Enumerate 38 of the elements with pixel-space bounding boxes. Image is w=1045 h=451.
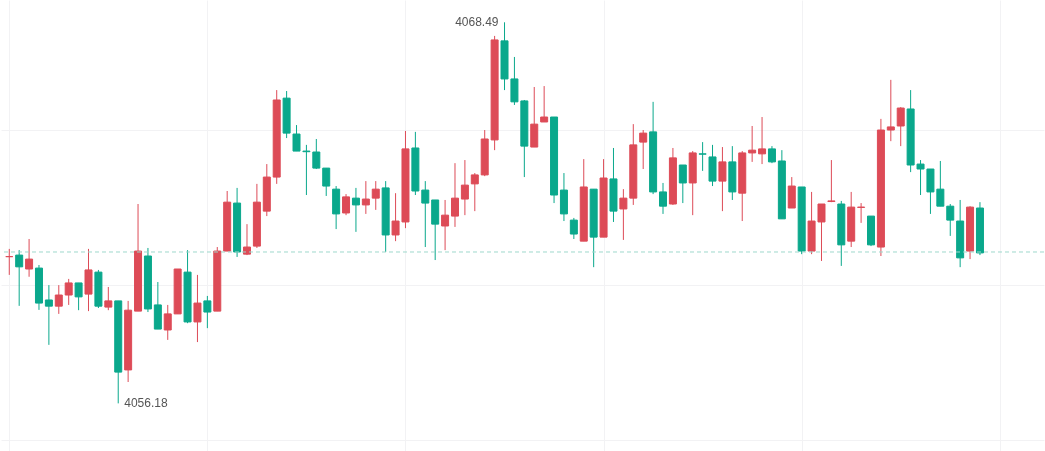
candlestick <box>15 249 24 307</box>
candlestick <box>163 304 172 341</box>
candlestick <box>342 193 351 216</box>
candlestick <box>203 295 212 329</box>
candlestick <box>193 274 202 343</box>
candlestick <box>44 284 53 346</box>
candlestick <box>827 159 836 203</box>
candlestick <box>64 278 73 306</box>
candlestick <box>441 199 450 251</box>
candlestick <box>659 182 667 215</box>
candlestick <box>470 172 479 212</box>
candlestick <box>540 85 549 123</box>
candlestick <box>460 159 469 216</box>
candlestick <box>787 176 796 209</box>
candlestick <box>758 116 767 165</box>
candlestick <box>569 217 578 240</box>
candlestick <box>896 106 905 147</box>
candlestick <box>886 79 895 142</box>
candlestick <box>639 129 648 170</box>
candlestick <box>371 180 380 211</box>
candlestick <box>857 202 866 224</box>
candlestick <box>25 238 34 278</box>
candlestick <box>451 162 459 228</box>
candlestick <box>530 86 539 148</box>
annotation: 4068.49 <box>455 15 499 30</box>
candlestick <box>946 203 955 237</box>
annotation: 4056.18 <box>124 396 168 411</box>
candlestick <box>54 284 63 315</box>
candlestick <box>718 146 727 212</box>
candlestick <box>698 141 707 172</box>
candlestick <box>678 164 687 204</box>
candlestick <box>104 286 113 311</box>
candlestick <box>361 180 370 215</box>
candlestick <box>748 125 757 163</box>
candlestick <box>559 172 568 222</box>
candlestick <box>322 167 331 197</box>
candlestick <box>74 282 83 311</box>
candlestick <box>351 187 360 233</box>
